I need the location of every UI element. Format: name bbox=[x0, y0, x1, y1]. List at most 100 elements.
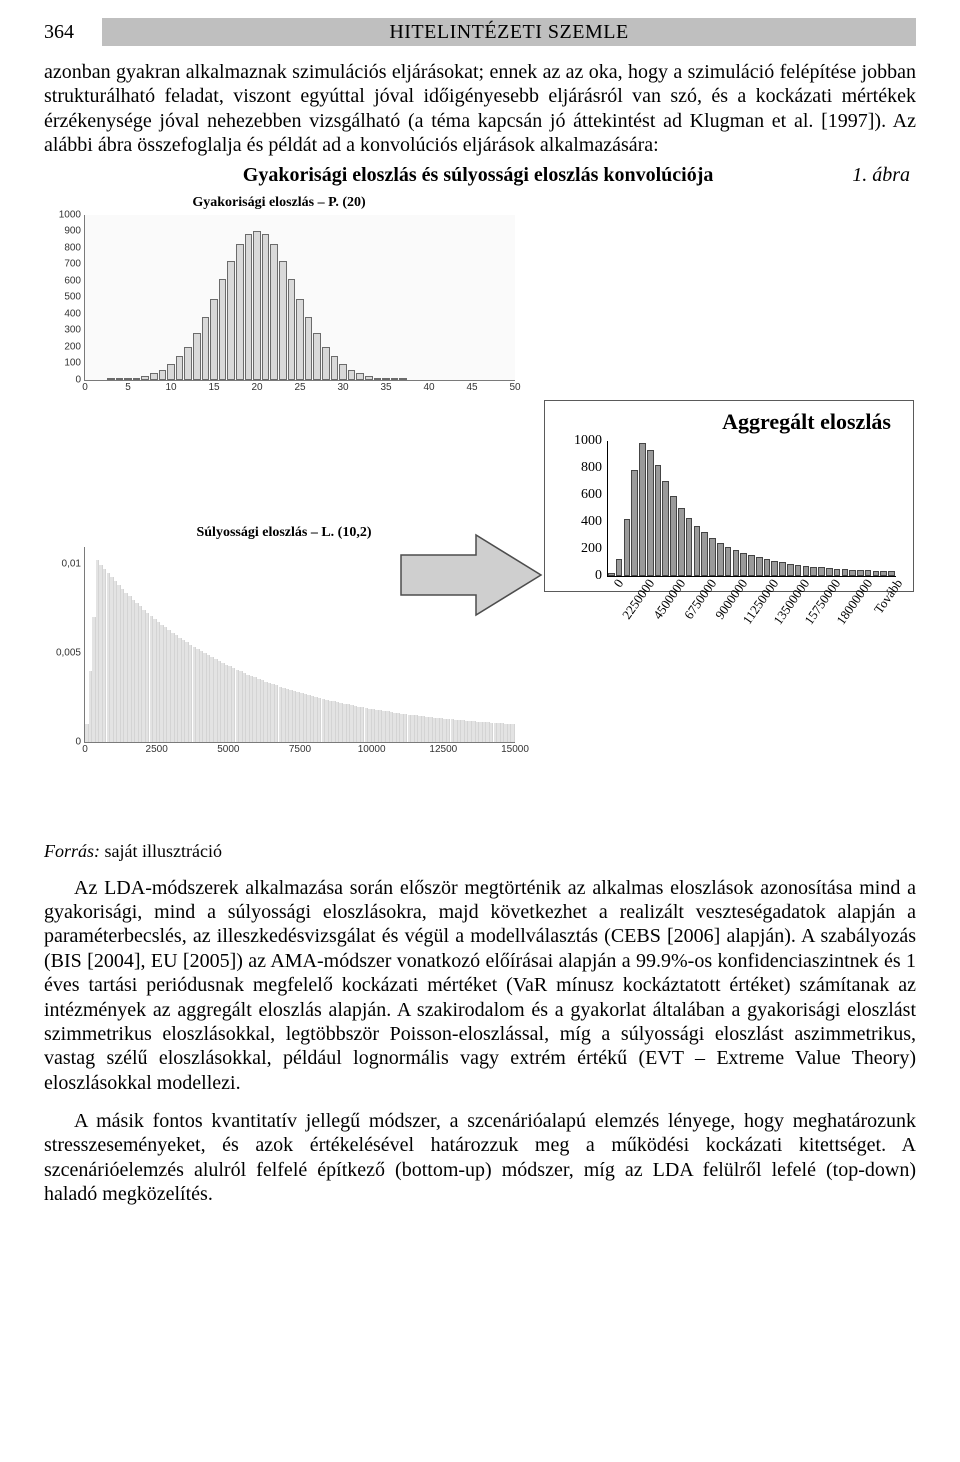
arrow-icon bbox=[396, 525, 546, 625]
aggregate-bar bbox=[771, 561, 778, 576]
frequency-bar bbox=[313, 333, 321, 379]
frequency-xtick: 45 bbox=[466, 380, 477, 393]
frequency-bar bbox=[159, 370, 167, 380]
frequency-bar bbox=[107, 378, 115, 380]
running-header-row: 364 HITELINTÉZETI SZEMLE bbox=[44, 18, 916, 46]
aggregate-bar bbox=[670, 496, 677, 576]
page-number: 364 bbox=[44, 21, 102, 44]
frequency-xtick: 5 bbox=[125, 380, 131, 393]
aggregate-bar bbox=[709, 538, 716, 576]
figure-source: Forrás: saját illusztráció bbox=[44, 841, 916, 862]
frequency-bar bbox=[339, 364, 347, 380]
aggregate-bar bbox=[810, 567, 817, 576]
frequency-ytick: 800 bbox=[64, 242, 85, 253]
frequency-bar bbox=[270, 244, 278, 379]
frequency-bar bbox=[210, 299, 218, 380]
aggregate-bar bbox=[857, 570, 864, 576]
source-text: saját illusztráció bbox=[100, 841, 222, 861]
aggregate-bar bbox=[873, 571, 880, 576]
frequency-bar bbox=[399, 378, 407, 380]
aggregate-bar bbox=[779, 562, 786, 575]
frequency-bar bbox=[219, 279, 227, 380]
aggregate-bar bbox=[764, 559, 771, 575]
aggregate-bar bbox=[803, 566, 810, 576]
aggregate-bar bbox=[748, 555, 755, 575]
aggregate-bar bbox=[740, 553, 747, 576]
frequency-panel: Gyakorisági eloszlás – P. (20) 010020030… bbox=[44, 195, 514, 381]
frequency-bar bbox=[262, 234, 270, 379]
aggregate-bar bbox=[616, 559, 623, 575]
aggregate-bar bbox=[639, 443, 646, 575]
frequency-bar bbox=[288, 279, 296, 380]
aggregate-bar bbox=[756, 557, 763, 575]
frequency-bar bbox=[202, 317, 210, 380]
aggregate-xtick: Tovább bbox=[871, 576, 906, 617]
aggregate-bar bbox=[795, 565, 802, 576]
severity-xtick: 5000 bbox=[217, 742, 239, 755]
frequency-bar bbox=[184, 347, 192, 380]
aggregate-ytick: 600 bbox=[581, 487, 608, 503]
aggregate-bar bbox=[818, 567, 825, 575]
figure-caption-row: Gyakorisági eloszlás és súlyossági elosz… bbox=[44, 164, 916, 187]
aggregate-chart: 0200400600800100002250000450000067500009… bbox=[607, 441, 896, 577]
frequency-bar bbox=[245, 234, 253, 379]
frequency-xtick: 35 bbox=[380, 380, 391, 393]
frequency-bar bbox=[133, 378, 141, 380]
aggregate-bar bbox=[842, 569, 849, 575]
aggregate-bar bbox=[865, 570, 872, 575]
severity-ytick: 0,01 bbox=[62, 559, 85, 570]
aggregate-bar bbox=[662, 481, 669, 576]
page: 364 HITELINTÉZETI SZEMLE azonban gyakran… bbox=[0, 0, 960, 1253]
aggregate-bar bbox=[888, 571, 895, 575]
severity-xtick: 12500 bbox=[429, 742, 457, 755]
aggregate-bar bbox=[694, 526, 701, 576]
figure-title: Gyakorisági eloszlás és súlyossági elosz… bbox=[104, 164, 852, 187]
aggregate-ytick: 800 bbox=[581, 460, 608, 476]
severity-xtick: 10000 bbox=[358, 742, 386, 755]
frequency-xtick: 40 bbox=[423, 380, 434, 393]
frequency-bar bbox=[116, 378, 124, 380]
aggregate-bar bbox=[849, 570, 856, 576]
aggregate-bar bbox=[686, 518, 693, 576]
frequency-title: Gyakorisági eloszlás – P. (20) bbox=[44, 195, 514, 211]
frequency-bar bbox=[236, 244, 244, 379]
frequency-bar bbox=[176, 356, 184, 379]
frequency-xtick: 0 bbox=[82, 380, 88, 393]
aggregate-bar bbox=[733, 550, 740, 576]
frequency-bar bbox=[167, 364, 175, 380]
severity-bar bbox=[511, 724, 515, 741]
figure-number: 1. ábra bbox=[852, 164, 916, 187]
aggregate-bar bbox=[678, 508, 685, 576]
aggregate-bar bbox=[826, 568, 833, 576]
frequency-bar bbox=[296, 299, 304, 380]
aggregate-bar bbox=[647, 450, 654, 576]
frequency-ytick: 300 bbox=[64, 325, 85, 336]
frequency-ytick: 500 bbox=[64, 292, 85, 303]
frequency-bar bbox=[356, 373, 364, 379]
frequency-xtick: 20 bbox=[251, 380, 262, 393]
frequency-ytick: 1000 bbox=[59, 209, 85, 220]
frequency-xtick: 25 bbox=[294, 380, 305, 393]
aggregate-bar bbox=[701, 532, 708, 575]
aggregate-bar bbox=[717, 543, 724, 576]
frequency-ytick: 200 bbox=[64, 341, 85, 352]
paragraph-2: Az LDA-módszerek alkalmazása során elősz… bbox=[44, 876, 916, 1096]
severity-xtick: 7500 bbox=[289, 742, 311, 755]
frequency-xtick: 15 bbox=[208, 380, 219, 393]
aggregate-bar bbox=[880, 571, 887, 576]
frequency-ytick: 400 bbox=[64, 308, 85, 319]
aggregate-bar bbox=[655, 465, 662, 576]
figure-area: Gyakorisági eloszlás – P. (20) 010020030… bbox=[44, 195, 916, 835]
aggregate-xtick: 0 bbox=[610, 576, 627, 591]
frequency-bar bbox=[227, 261, 235, 380]
aggregate-ytick: 400 bbox=[581, 514, 608, 530]
aggregate-bar bbox=[624, 519, 631, 576]
severity-xtick: 2500 bbox=[146, 742, 168, 755]
aggregate-ytick: 200 bbox=[581, 541, 608, 557]
source-label: Forrás: bbox=[44, 841, 100, 861]
aggregate-ytick: 1000 bbox=[574, 433, 608, 449]
aggregate-bar bbox=[787, 564, 794, 576]
frequency-xtick: 10 bbox=[165, 380, 176, 393]
aggregate-bar bbox=[631, 470, 638, 575]
severity-xtick: 0 bbox=[82, 742, 88, 755]
